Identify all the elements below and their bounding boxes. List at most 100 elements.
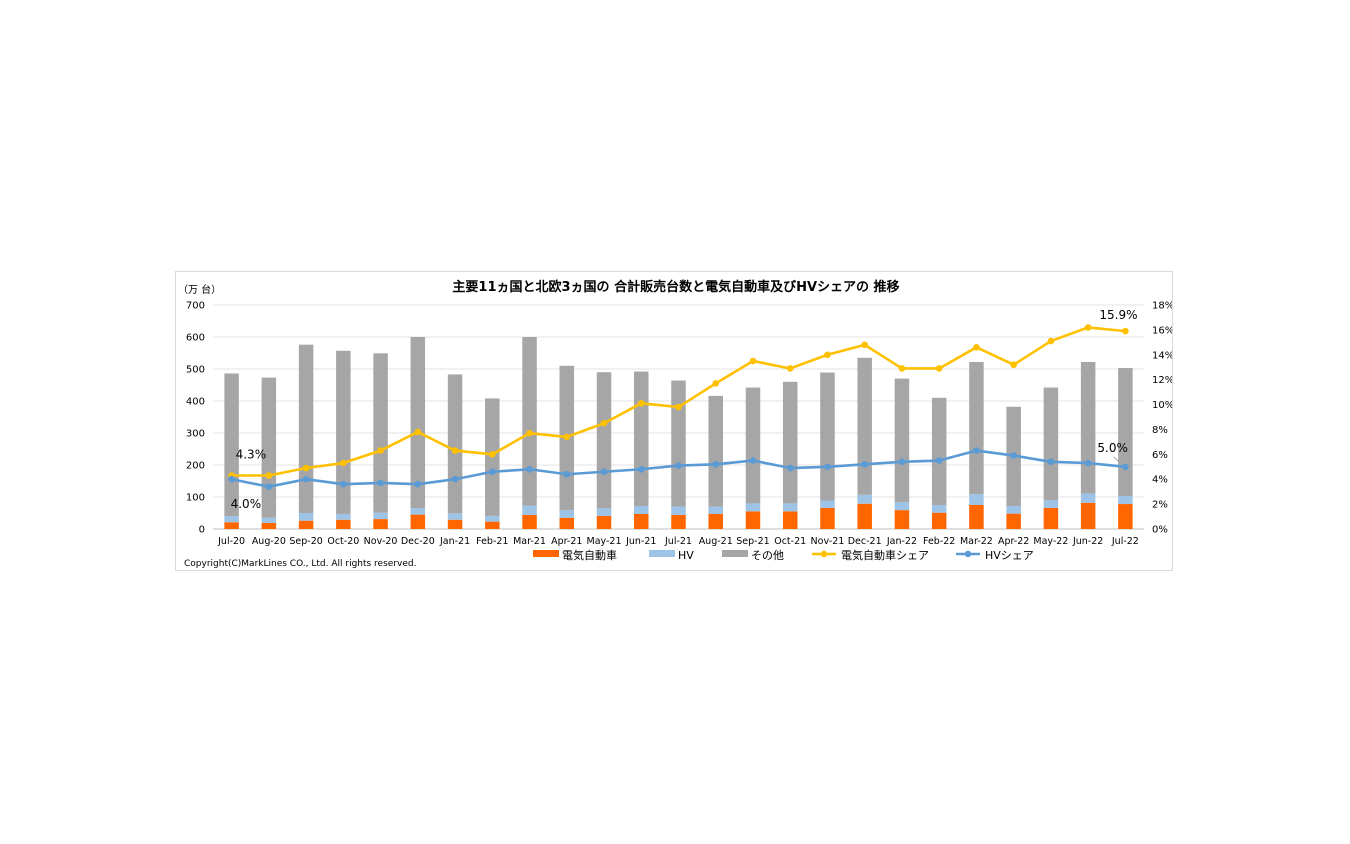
bar-segment — [745, 387, 761, 504]
x-tick-label: May-22 — [1033, 536, 1068, 547]
x-tick-label: Jan-21 — [439, 536, 470, 547]
share-point — [377, 447, 384, 454]
right-tick-label: 16% — [1152, 325, 1172, 336]
share-point — [526, 429, 533, 437]
bar-segment — [522, 514, 537, 529]
bar-segment — [298, 344, 314, 513]
legend-swatch-marker — [820, 550, 828, 558]
left-tick-label: 0 — [199, 525, 205, 536]
share-point — [1047, 458, 1055, 466]
share-point — [861, 460, 868, 468]
bar-segment — [1043, 387, 1059, 501]
share-point — [451, 475, 459, 483]
bar-segment — [1118, 504, 1133, 529]
bar-segment — [782, 381, 798, 504]
bar-segment — [708, 395, 723, 507]
bar-segment — [782, 511, 798, 529]
share-point — [563, 433, 571, 441]
bar-segment — [634, 513, 649, 529]
legend-label: 電気自動車 — [562, 548, 617, 562]
bar-segment — [671, 514, 686, 529]
right-tick-label: 8% — [1152, 425, 1168, 436]
bar-segment — [708, 513, 723, 529]
legend-label: 電気自動車シェア — [841, 548, 929, 562]
chart-title: 主要11ヵ国と北欧3ヵ国の 合計販売台数と電気自動車及びHVシェアの 推移 — [452, 279, 899, 295]
left-axis-unit-label: （万 台） — [178, 283, 221, 296]
bar-segment — [1118, 368, 1133, 497]
share-point — [377, 479, 384, 487]
bar-segment — [1006, 505, 1021, 514]
bar-segment — [894, 378, 910, 503]
share-point — [712, 460, 720, 468]
share-point — [898, 365, 906, 372]
share-point — [935, 365, 943, 372]
x-tick-label: Oct-21 — [774, 536, 806, 547]
x-tick-label: Feb-22 — [923, 536, 955, 547]
legend-item: 電気自動車シェア — [812, 548, 929, 562]
share-point — [340, 480, 347, 488]
share-point — [786, 464, 794, 472]
x-tick-label: Nov-21 — [811, 536, 845, 547]
share-point — [1084, 459, 1092, 467]
bar-segment — [410, 508, 426, 515]
share-point — [489, 451, 496, 458]
x-tick-label: May-21 — [587, 536, 622, 547]
copyright-text: Copyright(C)MarkLines CO., Ltd. All righ… — [184, 559, 416, 569]
x-tick-label: Jul-21 — [664, 536, 692, 547]
share-point — [824, 351, 831, 359]
bar-segment — [261, 522, 277, 529]
left-tick-label: 200 — [186, 461, 205, 472]
bar-segment — [559, 510, 575, 518]
bar-segment — [894, 510, 910, 529]
bar-segment — [931, 397, 947, 505]
bar-segment — [224, 373, 239, 517]
x-tick-label: Apr-22 — [998, 536, 1029, 547]
bar-segment — [969, 505, 984, 529]
left-tick-label: 100 — [186, 493, 205, 504]
left-tick-label: 600 — [186, 333, 205, 344]
bar-segment — [782, 503, 798, 512]
share-point — [451, 447, 459, 454]
bar-segment — [1080, 502, 1096, 529]
share-point — [749, 457, 757, 464]
bar-segment — [224, 522, 239, 529]
x-tick-label: Jul-22 — [1111, 536, 1139, 547]
data-label: 4.0% — [231, 497, 262, 511]
bar-segment — [373, 512, 388, 520]
x-tick-label: Dec-21 — [848, 536, 882, 547]
right-axis: 0% 2% 4% 6% 8% 10% 12% 14% 16% 18% — [1152, 301, 1174, 536]
share-point — [1010, 361, 1017, 369]
bar-segment — [857, 503, 872, 529]
annotation-leader — [1113, 456, 1122, 465]
bar-segment — [1080, 493, 1096, 503]
bar-segment — [671, 506, 686, 515]
annotations: 4.3% 4.0% 15.9% 5.0% — [231, 308, 1138, 511]
bar-segment — [820, 507, 835, 529]
x-tick-label: Jul-20 — [217, 536, 245, 547]
legend-label: その他 — [751, 549, 784, 562]
bar-segment — [820, 372, 835, 501]
bar-segment — [820, 500, 835, 508]
legend-swatch-marker — [964, 550, 972, 558]
legend: 電気自動車 HV その他 電気自動車シェア HVシェア — [533, 548, 1034, 562]
bar-segment — [969, 494, 984, 505]
annotation-leader — [233, 486, 239, 494]
legend-item: HVシェア — [956, 549, 1034, 562]
share-point — [675, 403, 682, 411]
bar-segment — [336, 513, 351, 520]
right-tick-label: 12% — [1152, 375, 1172, 386]
data-label: 4.3% — [236, 447, 267, 461]
share-point — [824, 463, 831, 471]
chart-svg: 主要11ヵ国と北欧3ヵ国の 合計販売台数と電気自動車及びHVシェアの 推移 （万… — [178, 279, 1174, 569]
left-tick-label: 300 — [186, 429, 205, 440]
share-point — [489, 468, 496, 476]
bar-segment — [596, 515, 612, 529]
bar-segment — [447, 519, 463, 529]
legend-item: 電気自動車 — [533, 548, 617, 562]
chart-frame: 主要11ヵ国と北欧3ヵ国の 合計販売台数と電気自動車及びHVシェアの 推移 （万… — [175, 271, 1174, 571]
legend-swatch — [722, 550, 748, 557]
bar-segment — [745, 503, 761, 512]
legend-label: HVシェア — [985, 549, 1034, 562]
share-point — [1084, 324, 1092, 331]
left-axis: 0 100 200 300 400 500 600 700 — [186, 301, 205, 536]
